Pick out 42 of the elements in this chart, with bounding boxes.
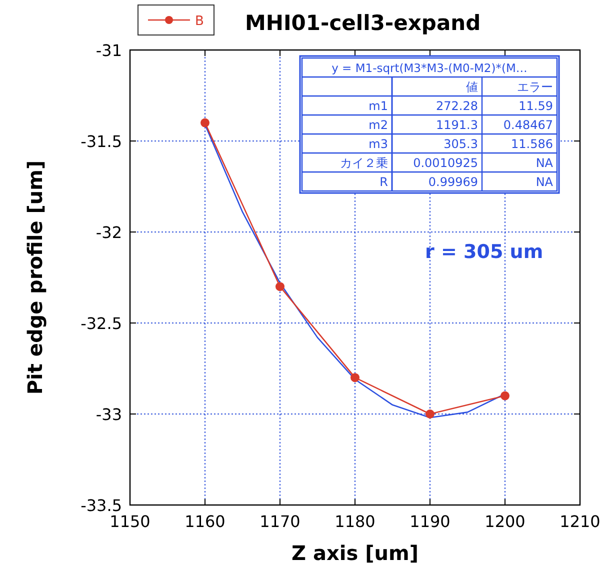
point: [350, 373, 360, 382]
annotation: 値: [466, 80, 478, 94]
annotation: r = 305 um: [425, 241, 544, 263]
chart-title: MHI01-cell3-expand: [245, 11, 481, 35]
x-tick-label: 1180: [334, 512, 376, 531]
y-tick-label: -33.5: [80, 496, 122, 515]
y-tick-label: -31: [96, 41, 122, 60]
point: [426, 410, 434, 418]
annotation: 0.0010925: [413, 156, 478, 170]
annotation: m2: [368, 118, 388, 132]
x-tick-label: 1150: [110, 512, 150, 531]
point: [200, 118, 210, 128]
annotation: m1: [368, 99, 388, 113]
y-axis-title: Pit edge profile [um]: [23, 160, 47, 395]
x-tick-label: 1210: [560, 512, 600, 531]
annotation: 305.3: [444, 137, 478, 151]
annotation: m3: [368, 137, 388, 151]
y-tick-label: -32.5: [80, 314, 122, 333]
annotation: 11.586: [511, 137, 553, 151]
annotation: 1191.3: [436, 118, 478, 132]
x-axis-title: Z axis [um]: [292, 541, 418, 565]
annotation: 11.59: [518, 99, 553, 113]
x-tick-label: 1190: [410, 512, 450, 531]
annotation: カイ２乗: [340, 156, 388, 170]
y-tick-label: -31.5: [80, 132, 122, 151]
x-tick-label: 1200: [484, 512, 526, 531]
legend-label: B: [195, 14, 204, 29]
annotation: 0.48467: [503, 118, 553, 132]
annotation: 272.28: [436, 99, 478, 113]
annotation: エラー: [517, 80, 553, 94]
annotation: NA: [536, 175, 554, 189]
x-tick-label: 1160: [184, 512, 226, 531]
y-tick-label: -33: [96, 405, 122, 424]
annotation: y = M1-sqrt(M3*M3-(M0-M2)*(M…: [332, 61, 528, 75]
point: [500, 391, 510, 400]
legend: B: [138, 4, 214, 36]
annotation: 0.99969: [428, 175, 478, 189]
point: [276, 282, 284, 292]
annotation: R: [380, 175, 388, 189]
annotation: NA: [536, 156, 554, 170]
x-tick-label: 1170: [260, 512, 300, 531]
y-tick-label: -32: [96, 223, 122, 242]
